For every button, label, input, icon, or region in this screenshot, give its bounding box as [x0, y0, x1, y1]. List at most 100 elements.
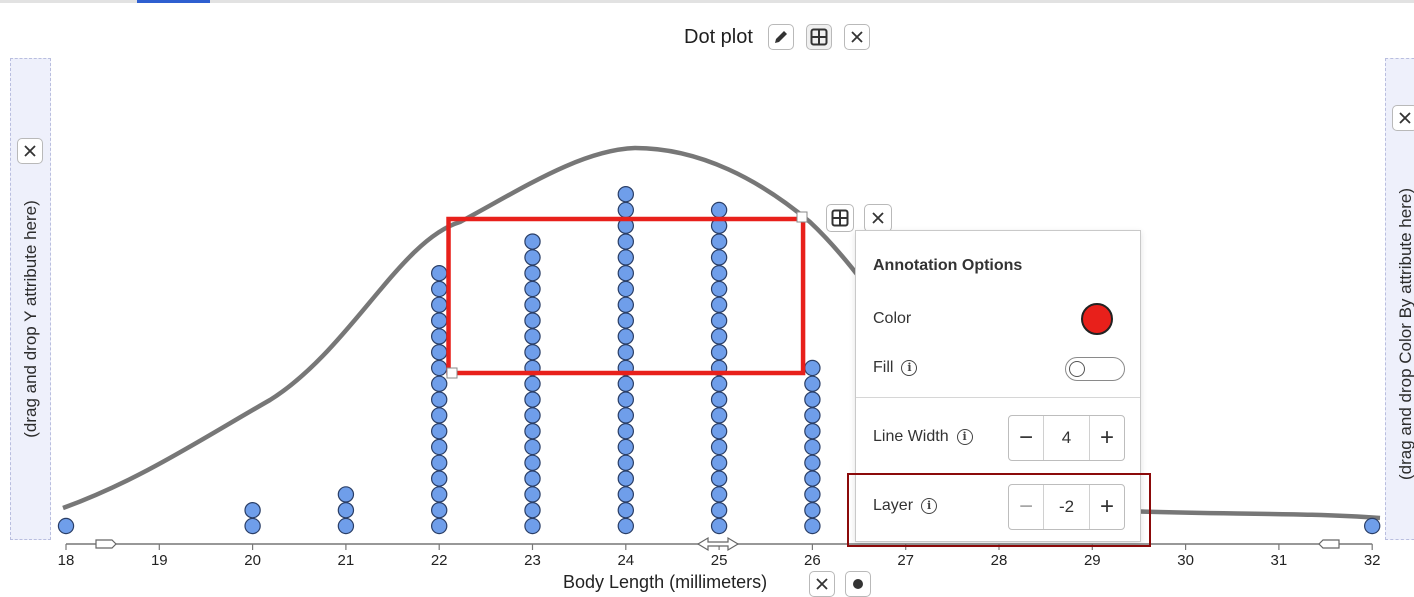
- data-point[interactable]: [617, 423, 635, 440]
- data-point[interactable]: [431, 407, 448, 424]
- data-point[interactable]: [431, 517, 448, 535]
- close-plot-button[interactable]: [844, 24, 870, 50]
- data-point[interactable]: [710, 470, 728, 487]
- data-point[interactable]: [617, 328, 635, 345]
- y-dropzone-close-button[interactable]: [17, 138, 43, 164]
- data-point[interactable]: [337, 486, 355, 503]
- data-point[interactable]: [710, 438, 728, 456]
- data-point[interactable]: [617, 454, 635, 471]
- data-point[interactable]: [617, 438, 635, 456]
- data-point[interactable]: [524, 233, 541, 250]
- data-point[interactable]: [431, 502, 448, 519]
- data-point[interactable]: [710, 296, 728, 313]
- data-point[interactable]: [617, 407, 635, 424]
- data-point[interactable]: [524, 423, 541, 440]
- data-point[interactable]: [617, 486, 635, 503]
- data-point[interactable]: [804, 486, 821, 503]
- data-point[interactable]: [244, 517, 261, 535]
- data-point[interactable]: [804, 391, 821, 408]
- data-point[interactable]: [710, 344, 728, 361]
- annotation-resize-handle[interactable]: [446, 367, 458, 379]
- line-width-increment-button[interactable]: +: [1099, 424, 1114, 451]
- data-point[interactable]: [617, 470, 635, 487]
- data-point[interactable]: [617, 185, 635, 203]
- data-point[interactable]: [617, 375, 635, 392]
- data-point[interactable]: [710, 328, 728, 345]
- data-point[interactable]: [617, 312, 635, 329]
- data-point[interactable]: [617, 296, 635, 313]
- data-point[interactable]: [804, 407, 821, 424]
- data-point[interactable]: [431, 454, 448, 471]
- data-point[interactable]: [710, 517, 728, 535]
- edit-button[interactable]: [768, 24, 794, 50]
- data-point[interactable]: [431, 265, 448, 282]
- annotation-table-button[interactable]: [826, 204, 854, 232]
- data-point[interactable]: [804, 359, 821, 377]
- data-point[interactable]: [431, 438, 448, 456]
- fill-toggle[interactable]: [1065, 357, 1125, 381]
- color-by-dropzone[interactable]: (drag and drop Color By attribute here): [1385, 58, 1414, 540]
- data-point[interactable]: [710, 423, 728, 440]
- data-point[interactable]: [524, 265, 541, 282]
- data-point[interactable]: [617, 391, 635, 408]
- layer-decrement-button[interactable]: −: [1018, 493, 1033, 520]
- data-point[interactable]: [710, 201, 728, 219]
- axis-range-handle-right[interactable]: [1318, 539, 1340, 549]
- data-point[interactable]: [431, 296, 448, 313]
- data-point[interactable]: [524, 249, 541, 266]
- data-point[interactable]: [431, 375, 448, 392]
- color-dropzone-close-button[interactable]: [1392, 105, 1414, 131]
- data-point[interactable]: [524, 391, 541, 408]
- data-point[interactable]: [710, 312, 728, 329]
- data-point[interactable]: [524, 344, 541, 361]
- data-point[interactable]: [57, 517, 75, 535]
- data-point[interactable]: [617, 249, 635, 266]
- data-point[interactable]: [617, 201, 635, 219]
- data-point[interactable]: [524, 375, 541, 392]
- axis-drag-handle[interactable]: [696, 536, 740, 552]
- data-point[interactable]: [431, 312, 448, 329]
- data-point[interactable]: [710, 486, 728, 503]
- data-point[interactable]: [1363, 517, 1381, 535]
- axis-range-handle-left[interactable]: [95, 539, 117, 549]
- data-point[interactable]: [710, 280, 728, 298]
- info-icon[interactable]: i: [921, 497, 938, 514]
- data-point[interactable]: [524, 312, 541, 329]
- x-axis-remove-button[interactable]: [809, 571, 835, 597]
- info-icon[interactable]: i: [956, 428, 973, 445]
- line-width-decrement-button[interactable]: −: [1018, 424, 1033, 451]
- info-icon[interactable]: i: [901, 359, 918, 376]
- data-point[interactable]: [431, 470, 448, 487]
- x-axis-label[interactable]: Body Length (millimeters): [563, 572, 768, 592]
- data-point[interactable]: [431, 391, 448, 408]
- data-point[interactable]: [804, 438, 821, 456]
- dot-plot-area[interactable]: 18 19 20 21 22 23 24 25 26 27 28 29 30 31 32: [0, 0, 1414, 585]
- data-point[interactable]: [617, 517, 635, 535]
- data-point[interactable]: [431, 328, 448, 345]
- data-point[interactable]: [431, 486, 448, 503]
- data-point[interactable]: [710, 233, 728, 250]
- data-point[interactable]: [710, 249, 728, 266]
- data-point[interactable]: [524, 454, 541, 471]
- data-point[interactable]: [431, 280, 448, 298]
- data-point[interactable]: [431, 359, 448, 377]
- data-point[interactable]: [524, 296, 541, 313]
- data-point[interactable]: [337, 517, 355, 535]
- data-point[interactable]: [431, 423, 448, 440]
- data-point[interactable]: [710, 391, 728, 408]
- active-tab-indicator[interactable]: [137, 0, 210, 3]
- x-axis-settings-button[interactable]: [845, 571, 871, 597]
- data-point[interactable]: [524, 486, 541, 503]
- data-point[interactable]: [710, 265, 728, 282]
- data-point[interactable]: [617, 280, 635, 298]
- data-point[interactable]: [804, 517, 821, 535]
- data-point[interactable]: [617, 265, 635, 282]
- data-point[interactable]: [710, 375, 728, 392]
- data-point[interactable]: [710, 502, 728, 519]
- data-point[interactable]: [524, 502, 541, 519]
- annotation-rectangle[interactable]: [446, 216, 806, 376]
- annotation-resize-handle[interactable]: [796, 211, 808, 223]
- data-point[interactable]: [244, 502, 261, 519]
- data-point[interactable]: [617, 233, 635, 250]
- annotation-close-button[interactable]: [864, 204, 892, 232]
